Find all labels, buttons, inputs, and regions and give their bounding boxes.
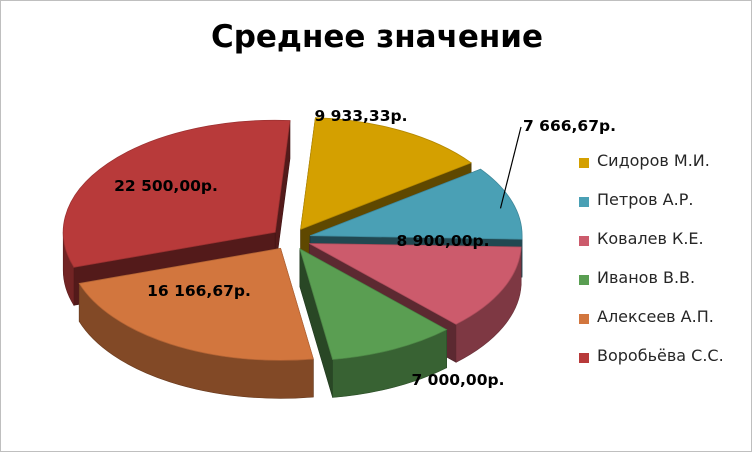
legend-label: Алексеев А.П. [597, 307, 714, 326]
legend-label: Сидоров М.И. [597, 151, 710, 170]
legend-label: Иванов В.В. [597, 268, 696, 287]
legend-label: Воробьёва С.С. [597, 346, 724, 365]
legend-swatch [579, 314, 589, 324]
pie-slice [299, 248, 448, 398]
legend-swatch [579, 353, 589, 363]
chart-title: Среднее значение [210, 19, 544, 55]
data-label: 22 500,00р. [114, 177, 218, 195]
legend-swatch [579, 275, 589, 285]
data-label: 7 000,00р. [412, 371, 505, 389]
legend-label: Ковалев К.Е. [597, 229, 704, 248]
leader-line [499, 126, 522, 209]
data-label: 7 666,67р. [523, 117, 616, 135]
legend-swatch [579, 236, 589, 246]
pie-slice [78, 247, 314, 399]
data-label: 9 933,33р. [315, 107, 408, 125]
legend-swatch [579, 158, 589, 168]
legend-swatch [579, 197, 589, 207]
data-label: 16 166,67р. [147, 282, 251, 300]
data-label: 8 900,00р. [397, 232, 490, 250]
legend-label: Петров А.Р. [597, 190, 694, 209]
